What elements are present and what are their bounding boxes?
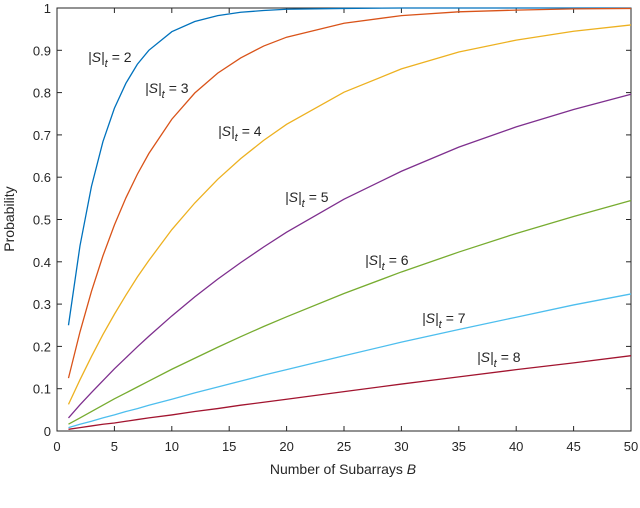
series-label-rest: = 8 <box>501 349 521 365</box>
y-tick-label: 0 <box>44 424 51 439</box>
series-label-main: |S| <box>88 49 105 65</box>
series-line <box>67 7 632 379</box>
series-label-main: |S| <box>218 123 235 139</box>
series-label-rest: = 2 <box>112 49 132 65</box>
series-label-sub: t <box>162 89 166 101</box>
series-label: |S|t = 5 <box>285 189 329 210</box>
y-tick-label: 0.2 <box>33 339 51 354</box>
x-tick-label: 5 <box>111 439 118 454</box>
series-line <box>68 293 632 429</box>
series-label: |S|t = 3 <box>145 80 189 101</box>
series-label-main: |S| <box>422 310 439 326</box>
x-tick-label: 15 <box>222 439 236 454</box>
plot-frame <box>56 7 632 432</box>
series-line <box>68 355 632 430</box>
series-label-main: |S| <box>477 349 494 365</box>
y-tick-label: 0.9 <box>33 43 51 58</box>
series-label-rest: = 7 <box>446 310 466 326</box>
x-axis-label-text: Number of Subarrays <box>270 461 403 477</box>
x-tick-label: 25 <box>337 439 351 454</box>
series-label: |S|t = 7 <box>422 310 466 331</box>
series-label-main: |S| <box>145 80 162 96</box>
y-tick-label: 0.5 <box>33 213 51 228</box>
y-tick-label: 0.7 <box>33 128 51 143</box>
x-tick-label: 30 <box>394 439 408 454</box>
x-tick-label: 20 <box>279 439 293 454</box>
series-line <box>68 199 632 425</box>
x-tick-label: 35 <box>452 439 466 454</box>
series-label-sub: t <box>105 58 109 70</box>
y-tick-label: 0.6 <box>33 170 51 185</box>
series-label: |S|t = 8 <box>477 349 521 370</box>
y-tick-label: 1 <box>44 1 51 16</box>
y-tick-label: 0.8 <box>33 86 51 101</box>
series-label-main: |S| <box>285 189 302 205</box>
series-line <box>67 24 632 405</box>
x-tick-label: 0 <box>53 439 60 454</box>
x-tick-label: 45 <box>566 439 580 454</box>
series-label: |S|t = 2 <box>88 49 132 70</box>
y-tick-label: 0.3 <box>33 297 51 312</box>
series-label-main: |S| <box>365 252 382 268</box>
series-label: |S|t = 4 <box>218 123 262 144</box>
y-tick-label: 0.1 <box>33 382 51 397</box>
x-tick-label: 10 <box>165 439 179 454</box>
series-label-sub: t <box>235 132 239 144</box>
series-label-sub: t <box>494 358 498 370</box>
series-label-rest: = 6 <box>389 252 409 268</box>
series-label-rest: = 4 <box>242 123 262 139</box>
x-tick-label: 50 <box>624 439 638 454</box>
series-label-sub: t <box>302 198 306 210</box>
y-tick-label: 0.4 <box>33 255 51 270</box>
series-label: |S|t = 6 <box>365 252 409 273</box>
series-label-sub: t <box>382 261 386 273</box>
x-axis-label: Number of Subarrays B <box>270 461 416 477</box>
series-line <box>67 93 632 419</box>
x-axis-label-var: B <box>407 461 416 477</box>
y-axis-label: Probability <box>1 186 17 251</box>
series-label-rest: = 3 <box>169 80 189 96</box>
series-label-rest: = 5 <box>309 189 329 205</box>
series-line <box>67 7 631 326</box>
series-label-sub: t <box>439 319 443 331</box>
x-tick-label: 40 <box>509 439 523 454</box>
